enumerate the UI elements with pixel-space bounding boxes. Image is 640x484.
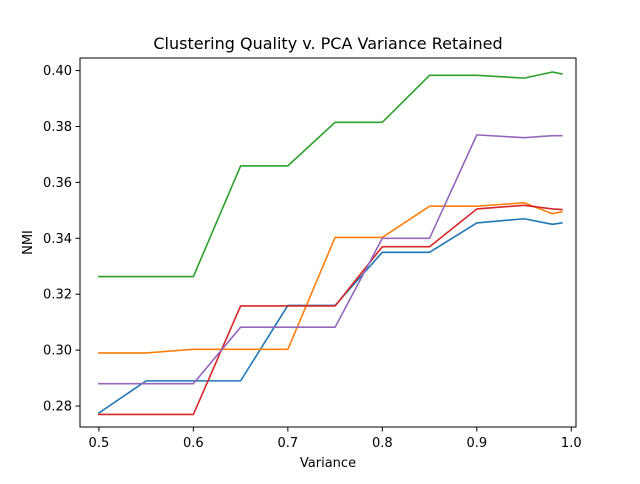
series-line-3 [98,71,563,278]
x-tick-label: 1.0 [561,436,582,451]
x-tick-label: 0.5 [89,436,110,451]
x-tick-label: 0.8 [372,436,393,451]
x-axis-label: Variance [300,456,356,471]
x-tick-label: 0.7 [278,436,299,451]
y-tick-label: 0.28 [43,400,72,415]
chart-title: Clustering Quality v. PCA Variance Retai… [153,34,502,53]
series-line-2 [98,202,563,354]
plot-frame [79,57,577,428]
y-tick-label: 0.32 [43,288,72,303]
y-tick-label: 0.38 [43,120,72,135]
series-layer [97,71,563,416]
y-axis-label: NMI [21,230,36,255]
y-tick-label: 0.30 [43,344,72,359]
y-axis: 0.28 0.30 0.32 0.34 0.36 0.38 0.40 [43,64,80,415]
x-axis: 0.5 0.6 0.7 0.8 0.9 1.0 [89,427,582,451]
series-line-4 [98,204,563,416]
x-tick-label: 0.6 [183,436,204,451]
y-tick-label: 0.40 [43,64,72,79]
y-tick-label: 0.36 [43,176,72,191]
y-tick-label: 0.34 [43,232,72,247]
series-line-5 [98,134,563,385]
x-tick-label: 0.9 [466,436,487,451]
series-line-1 [97,217,563,415]
